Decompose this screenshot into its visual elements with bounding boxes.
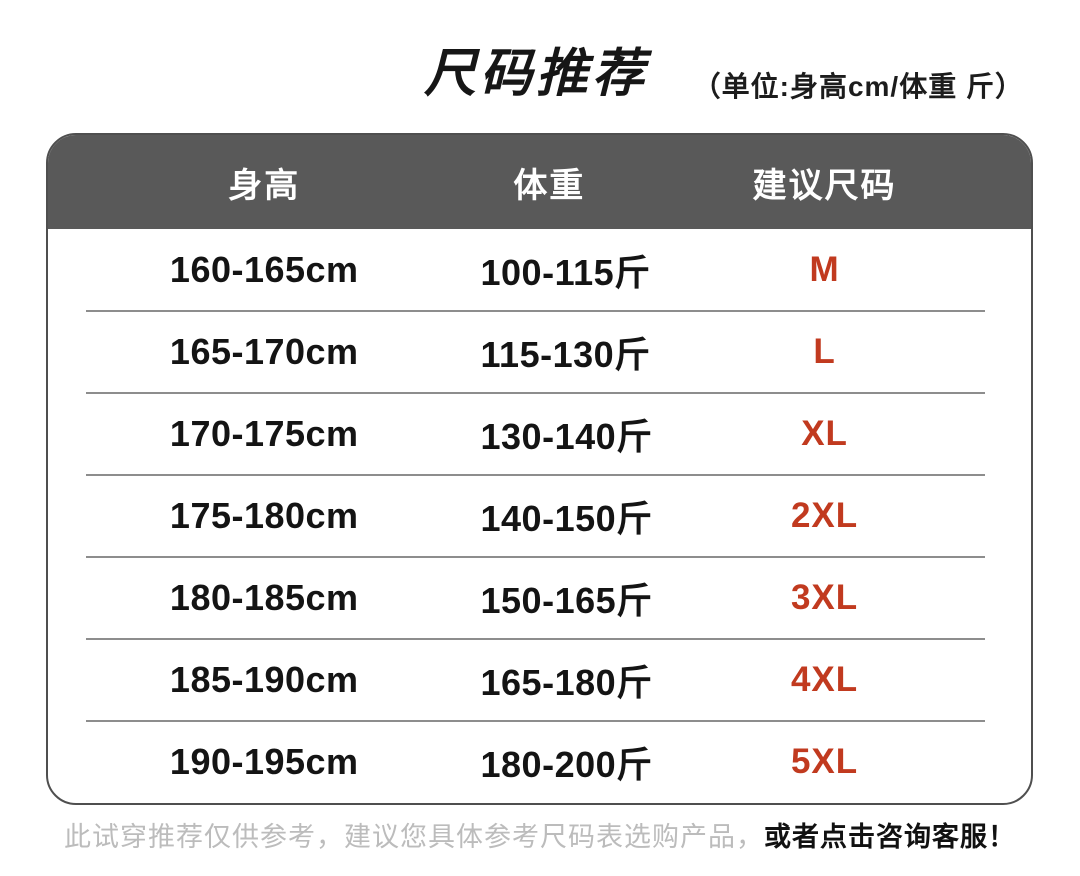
table-row: 180-185cm 150-165斤 3XL: [48, 556, 1031, 639]
weight-cell: 180-200斤: [480, 744, 653, 785]
table-row: 170-175cm 130-140斤 XL: [48, 392, 1031, 475]
size-cell: 4XL: [790, 660, 859, 699]
table-row: 190-195cm 180-200斤 5XL: [48, 720, 1031, 803]
size-cell: 2XL: [790, 496, 859, 535]
heading-area: 尺码推荐 （单位:身高cm/体重 斤）: [0, 0, 1080, 133]
height-cell: 175-180cm: [169, 495, 359, 536]
size-cell: 5XL: [790, 742, 859, 781]
height-cell: 185-190cm: [169, 659, 359, 700]
table-row: 185-190cm 165-180斤 4XL: [48, 638, 1031, 721]
height-cell: 170-175cm: [169, 413, 359, 454]
table-header-row: 身高 体重 建议尺码: [48, 135, 1031, 229]
consult-customer-service-link[interactable]: 或者点击咨询客服！: [764, 822, 1016, 852]
height-cell: 160-165cm: [169, 249, 359, 290]
table-row: 160-165cm 100-115斤 M: [48, 229, 1031, 311]
height-cell: 190-195cm: [169, 741, 359, 782]
weight-cell: 165-180斤: [480, 662, 653, 703]
size-cell: 3XL: [790, 578, 859, 617]
page-title: 尺码推荐: [423, 45, 648, 103]
size-cell: XL: [801, 414, 848, 453]
weight-cell: 140-150斤: [480, 498, 653, 539]
size-table-card: 身高 体重 建议尺码 160-165cm 100-115斤 M 165-170c…: [46, 133, 1033, 805]
footer-disclaimer: 此试穿推荐仅供参考，建议您具体参考尺码表选购产品，: [64, 822, 764, 852]
table-row: 175-180cm 140-150斤 2XL: [48, 474, 1031, 557]
size-cell: L: [813, 332, 836, 371]
footer-note: 此试穿推荐仅供参考，建议您具体参考尺码表选购产品，或者点击咨询客服！: [0, 820, 1080, 854]
weight-cell: 115-130斤: [480, 334, 651, 375]
height-cell: 165-170cm: [169, 331, 359, 372]
size-cell: M: [809, 250, 840, 289]
table-row: 165-170cm 115-130斤 L: [48, 310, 1031, 393]
height-cell: 180-185cm: [169, 577, 359, 618]
weight-cell: 130-140斤: [480, 416, 653, 457]
table-body: 160-165cm 100-115斤 M 165-170cm 115-130斤 …: [48, 229, 1031, 803]
column-header-height: 身高: [228, 166, 301, 205]
weight-cell: 150-165斤: [480, 580, 653, 621]
column-header-weight: 体重: [513, 166, 586, 205]
unit-note: （单位:身高cm/体重 斤）: [692, 71, 1024, 102]
column-header-suggested-size: 建议尺码: [752, 166, 897, 205]
weight-cell: 100-115斤: [480, 252, 651, 293]
